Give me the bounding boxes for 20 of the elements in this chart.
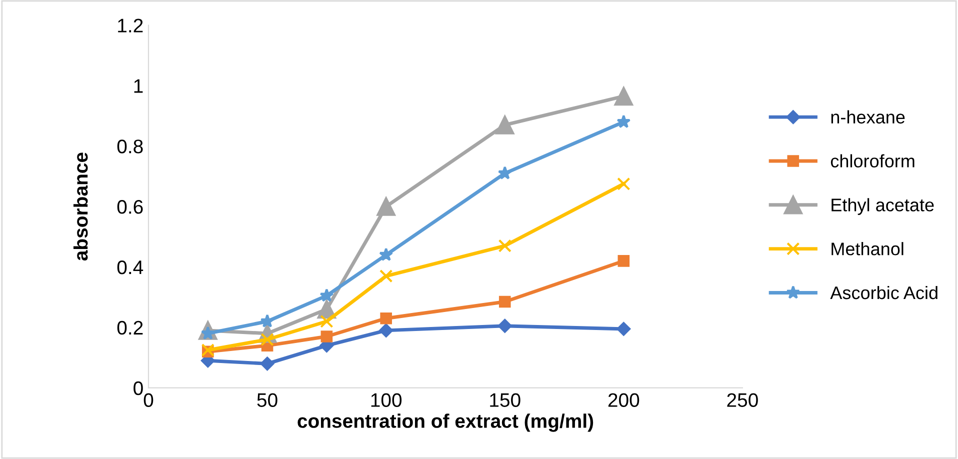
y-tick-label: 1: [134, 79, 143, 93]
y-tick-label: 0.2: [117, 320, 143, 335]
y-tick-label: 0: [134, 381, 143, 396]
y-tick-label: 1.2: [118, 18, 143, 32]
x-tick-label: 200: [608, 393, 640, 407]
legend-label: Ethyl acetate: [832, 198, 934, 215]
x-tick-label: 100: [371, 393, 402, 407]
y-tick-label: 0.8: [117, 140, 143, 154]
x-axis-title: consentration of extract (mg/ml): [298, 414, 594, 432]
y-axis-title: absorbance: [73, 152, 88, 261]
y-tick-label: 0.6: [117, 200, 143, 214]
legend-label: Ascorbic Acid: [830, 286, 938, 300]
x-tick-label: 50: [257, 393, 278, 407]
y-tick-label: 0.4: [117, 260, 144, 274]
x-tick-label: 250: [727, 393, 758, 407]
legend-label: Methanol: [832, 242, 904, 256]
x-tick-label: 150: [490, 393, 520, 407]
legend-label: n-hexane: [831, 110, 905, 124]
x-tick-label: 0: [144, 393, 154, 407]
legend-label: chloroform: [830, 154, 914, 168]
